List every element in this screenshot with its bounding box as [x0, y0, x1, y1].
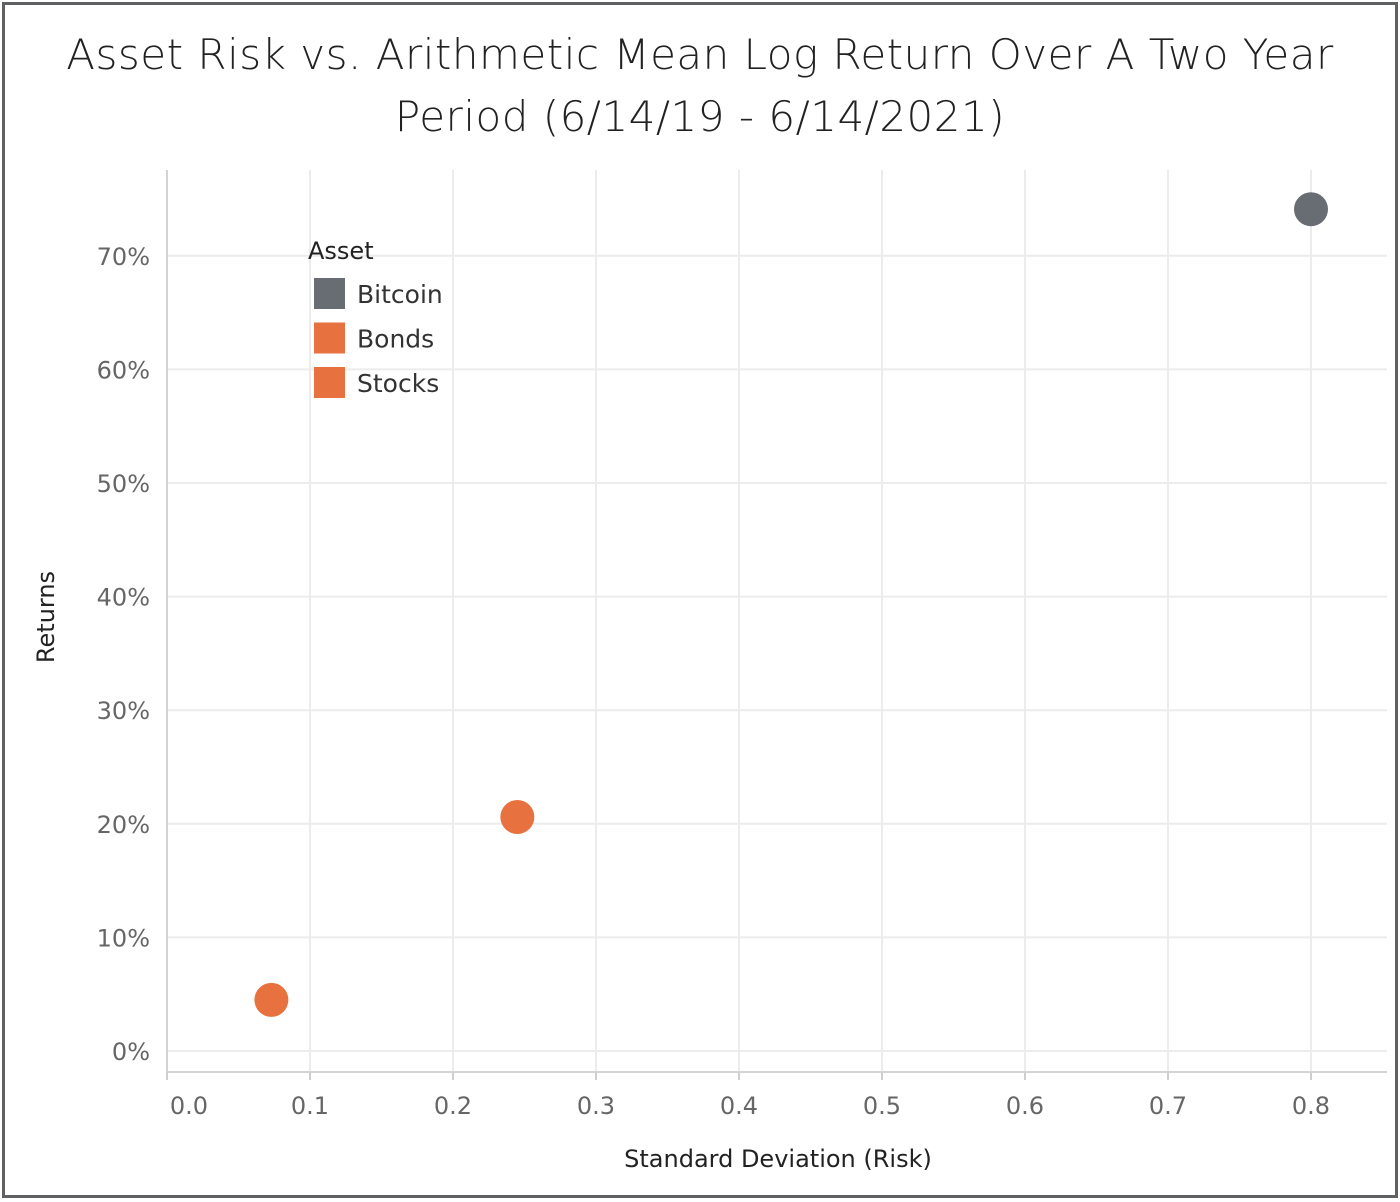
- y-tick-label: 40%: [97, 584, 150, 612]
- y-axis-label: Returns: [32, 571, 60, 663]
- data-points: [254, 192, 1328, 1017]
- x-tick-label: 0.2: [434, 1092, 472, 1120]
- y-tick-label: 0%: [112, 1038, 150, 1066]
- x-tick-label: 0.0: [170, 1092, 208, 1120]
- point-bonds[interactable]: [254, 982, 289, 1017]
- x-axis-ticks: 0.0 0.1 0.2 0.3 0.4 0.5 0.6 0.7 0.8: [166, 1072, 1330, 1120]
- x-tick-label: 0.1: [291, 1092, 329, 1120]
- y-tick-label: 30%: [97, 697, 150, 725]
- legend-swatch-bonds: [314, 322, 345, 354]
- legend-swatch-bitcoin: [314, 278, 345, 309]
- chart-title-line1: Asset Risk vs. Arithmetic Mean Log Retur…: [66, 30, 1334, 79]
- y-axis-ticks: 0% 10% 20% 30% 40% 50% 60% 70%: [97, 243, 150, 1066]
- chart-title: Asset Risk vs. Arithmetic Mean Log Retur…: [0, 24, 1400, 148]
- y-tick-label: 50%: [97, 470, 150, 498]
- y-tick-label: 10%: [97, 924, 150, 952]
- y-tick-label: 60%: [97, 356, 150, 384]
- axes: [166, 170, 1387, 1073]
- x-axis-label: Standard Deviation (Risk): [624, 1145, 932, 1173]
- point-bitcoin[interactable]: [1294, 192, 1328, 227]
- legend-label-stocks: Stocks: [357, 369, 439, 398]
- y-tick-label: 20%: [97, 811, 150, 839]
- x-tick-label: 0.3: [577, 1092, 615, 1120]
- legend-label-bonds: Bonds: [357, 325, 434, 354]
- grid-lines: [167, 170, 1387, 1072]
- x-tick-label: 0.6: [1006, 1092, 1044, 1120]
- point-stocks[interactable]: [500, 799, 535, 834]
- x-tick-label: 0.8: [1292, 1092, 1330, 1120]
- y-tick-label: 70%: [97, 243, 150, 271]
- x-tick-label: 0.5: [863, 1092, 901, 1120]
- legend-label-bitcoin: Bitcoin: [357, 280, 443, 309]
- legend-swatch-stocks: [314, 367, 345, 398]
- x-tick-label: 0.4: [720, 1092, 758, 1120]
- legend-title: Asset: [308, 237, 374, 265]
- legend: Asset Bitcoin Bonds Stocks: [308, 237, 443, 398]
- chart-title-line2: Period (6/14/19 - 6/14/2021): [394, 92, 1006, 141]
- x-tick-label: 0.7: [1149, 1092, 1187, 1120]
